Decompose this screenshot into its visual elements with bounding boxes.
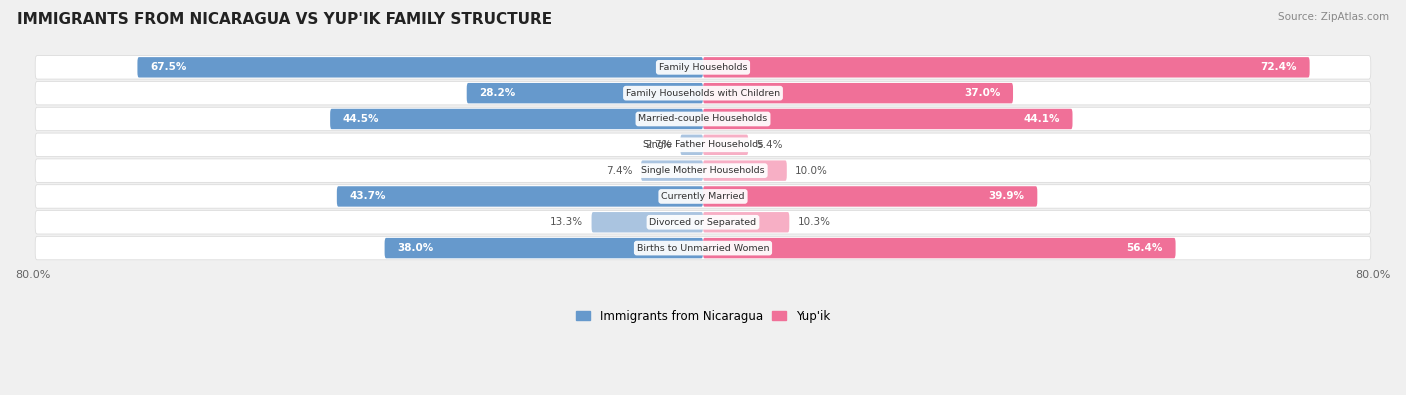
Text: 72.4%: 72.4% xyxy=(1261,62,1298,72)
Text: 37.0%: 37.0% xyxy=(965,88,1001,98)
FancyBboxPatch shape xyxy=(681,135,703,155)
FancyBboxPatch shape xyxy=(703,238,1175,258)
FancyBboxPatch shape xyxy=(703,160,787,181)
FancyBboxPatch shape xyxy=(35,159,1371,182)
Text: 44.5%: 44.5% xyxy=(343,114,380,124)
FancyBboxPatch shape xyxy=(35,211,1371,234)
FancyBboxPatch shape xyxy=(641,160,703,181)
FancyBboxPatch shape xyxy=(35,236,1371,260)
FancyBboxPatch shape xyxy=(703,109,1073,129)
FancyBboxPatch shape xyxy=(138,57,703,77)
Text: 56.4%: 56.4% xyxy=(1126,243,1163,253)
FancyBboxPatch shape xyxy=(703,135,748,155)
Text: 28.2%: 28.2% xyxy=(479,88,516,98)
Text: 2.7%: 2.7% xyxy=(645,140,672,150)
Text: 10.3%: 10.3% xyxy=(797,217,831,227)
FancyBboxPatch shape xyxy=(592,212,703,233)
Text: 44.1%: 44.1% xyxy=(1024,114,1060,124)
Text: Married-couple Households: Married-couple Households xyxy=(638,115,768,124)
Text: 10.0%: 10.0% xyxy=(796,166,828,176)
Text: 39.9%: 39.9% xyxy=(988,192,1025,201)
Text: Source: ZipAtlas.com: Source: ZipAtlas.com xyxy=(1278,12,1389,22)
FancyBboxPatch shape xyxy=(35,107,1371,131)
Text: 38.0%: 38.0% xyxy=(396,243,433,253)
Text: Single Father Households: Single Father Households xyxy=(643,140,763,149)
Text: IMMIGRANTS FROM NICARAGUA VS YUP'IK FAMILY STRUCTURE: IMMIGRANTS FROM NICARAGUA VS YUP'IK FAMI… xyxy=(17,12,553,27)
Text: Family Households with Children: Family Households with Children xyxy=(626,88,780,98)
Text: Family Households: Family Households xyxy=(659,63,747,72)
Text: Single Mother Households: Single Mother Households xyxy=(641,166,765,175)
FancyBboxPatch shape xyxy=(35,81,1371,105)
FancyBboxPatch shape xyxy=(703,83,1012,103)
FancyBboxPatch shape xyxy=(467,83,703,103)
Text: 43.7%: 43.7% xyxy=(350,192,385,201)
Text: 67.5%: 67.5% xyxy=(150,62,187,72)
FancyBboxPatch shape xyxy=(35,185,1371,208)
FancyBboxPatch shape xyxy=(703,57,1309,77)
FancyBboxPatch shape xyxy=(35,133,1371,156)
FancyBboxPatch shape xyxy=(703,186,1038,207)
FancyBboxPatch shape xyxy=(703,212,789,233)
Text: Currently Married: Currently Married xyxy=(661,192,745,201)
Text: 7.4%: 7.4% xyxy=(606,166,633,176)
FancyBboxPatch shape xyxy=(330,109,703,129)
Legend: Immigrants from Nicaragua, Yup'ik: Immigrants from Nicaragua, Yup'ik xyxy=(571,305,835,327)
Text: 5.4%: 5.4% xyxy=(756,140,783,150)
Text: 13.3%: 13.3% xyxy=(550,217,583,227)
FancyBboxPatch shape xyxy=(35,56,1371,79)
Text: Births to Unmarried Women: Births to Unmarried Women xyxy=(637,244,769,252)
Text: Divorced or Separated: Divorced or Separated xyxy=(650,218,756,227)
FancyBboxPatch shape xyxy=(385,238,703,258)
FancyBboxPatch shape xyxy=(337,186,703,207)
